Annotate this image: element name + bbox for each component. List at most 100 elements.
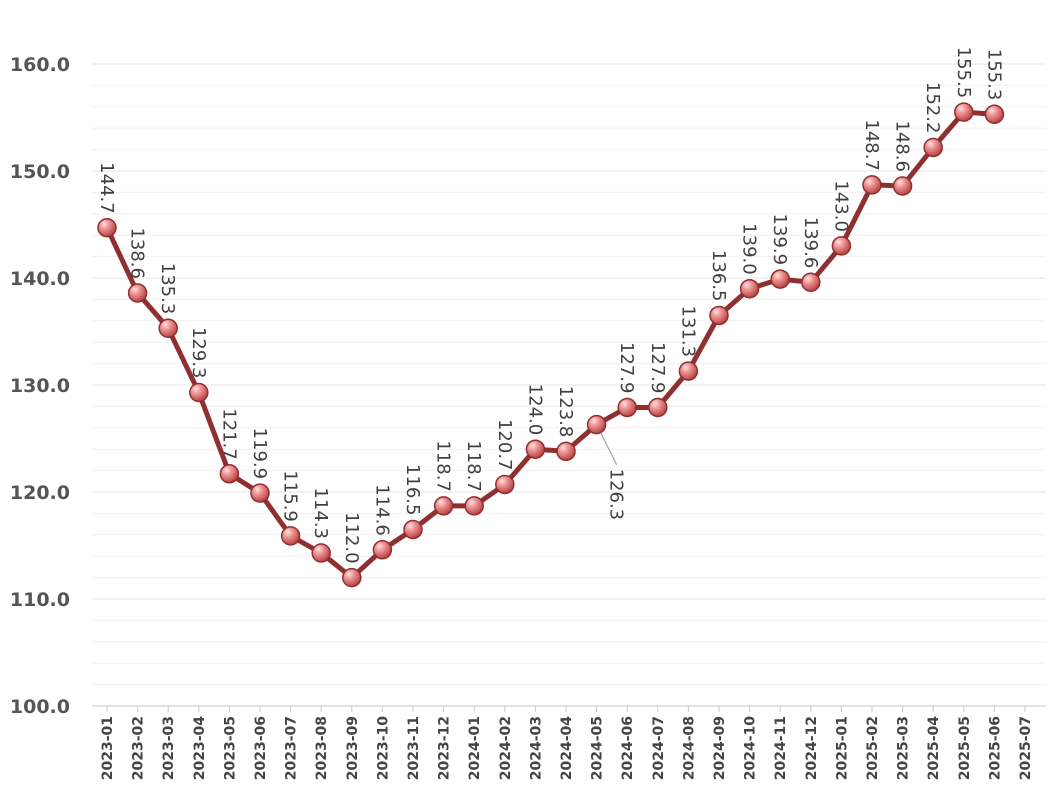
x-tick-label: 2024-10 (743, 716, 759, 781)
x-tick-label: 2024-11 (773, 716, 789, 780)
data-point (801, 272, 821, 293)
y-tick-label: 140.0 (10, 268, 70, 290)
data-point (250, 483, 270, 503)
data-point (739, 278, 760, 299)
data-point (892, 176, 913, 196)
x-tick-label: 2023-12 (437, 716, 453, 780)
data-label: 123.8 (555, 386, 576, 438)
data-point (158, 318, 178, 339)
data-point (464, 496, 484, 516)
x-tick-label: 2023-07 (284, 716, 300, 780)
data-point (433, 496, 454, 516)
x-tick-label: 2025-02 (865, 716, 881, 780)
markers (97, 102, 1005, 588)
data-label: 135.3 (157, 263, 178, 315)
data-point (923, 137, 943, 158)
data-point (831, 236, 852, 256)
x-tick-label: 2024-12 (804, 716, 820, 780)
x-tick-label: 2024-03 (528, 716, 544, 780)
x-tick-label: 2024-02 (498, 716, 514, 780)
x-tick-label: 2024-06 (620, 716, 636, 780)
x-tick-label: 2023-03 (161, 716, 177, 780)
x-tick-label: 2025-03 (896, 716, 912, 780)
data-label: 114.3 (310, 487, 331, 539)
data-point (678, 361, 699, 381)
x-tick-label: 2024-04 (559, 716, 575, 781)
x-tick-label: 2025-01 (834, 716, 850, 780)
x-tick-label: 2023-04 (192, 716, 208, 781)
data-label: 148.7 (861, 119, 882, 171)
data-point (862, 175, 882, 195)
data-point (403, 519, 423, 540)
data-point (586, 414, 607, 435)
data-point (770, 269, 790, 289)
x-tick-label: 2025-04 (926, 716, 942, 781)
data-point (127, 283, 148, 303)
y-tick-label: 130.0 (10, 375, 70, 397)
data-point (984, 104, 1005, 125)
data-point (342, 567, 362, 588)
leader-line (600, 432, 618, 465)
data-label: 136.5 (708, 250, 729, 302)
data-label: 139.9 (769, 214, 790, 266)
data-label: 126.3 (606, 469, 627, 521)
y-axis: 100.0 110.0 120.0 130.0 140.0 150.0 160.0 (10, 54, 70, 718)
data-label: 120.7 (494, 419, 515, 471)
x-tick-label: 2023-09 (345, 716, 361, 780)
data-label: 127.9 (647, 342, 668, 394)
data-label: 131.3 (677, 306, 698, 358)
x-tick-label: 2023-05 (222, 716, 238, 780)
x-tick-label: 2024-01 (467, 716, 483, 780)
y-tick-label: 160.0 (10, 54, 70, 76)
x-tick-label: 2023-08 (314, 716, 330, 780)
data-point (311, 543, 331, 563)
y-tick-label: 150.0 (10, 161, 70, 183)
data-point (280, 526, 301, 546)
data-label: 155.3 (983, 49, 1004, 101)
data-point (189, 382, 209, 403)
data-label: 152.2 (922, 82, 943, 134)
data-label: 118.7 (463, 440, 484, 492)
x-tick-label: 2025-07 (1018, 716, 1034, 780)
y-tick-label: 120.0 (10, 482, 70, 504)
data-point (617, 397, 637, 418)
x-tick-label: 2025-05 (957, 716, 973, 780)
series-line (104, 109, 997, 581)
x-tick-label: 2023-01 (100, 716, 116, 780)
data-label: 127.9 (616, 342, 637, 394)
data-label: 124.0 (524, 384, 545, 436)
series (104, 109, 997, 581)
x-tick-label: 2024-05 (590, 716, 606, 780)
data-point (954, 102, 974, 122)
data-point (709, 305, 729, 326)
data-label: 118.7 (433, 440, 454, 492)
data-point (97, 217, 117, 238)
data-label: 155.5 (953, 47, 974, 99)
data-label: 116.5 (402, 464, 423, 516)
data-label: 148.6 (892, 120, 913, 172)
y-tick-label: 100.0 (10, 696, 70, 718)
y-tick-label: 110.0 (10, 589, 70, 611)
data-label: 143.0 (830, 180, 851, 232)
data-point (372, 540, 393, 560)
data-label: 114.6 (371, 484, 392, 536)
data-label: 115.9 (280, 470, 301, 522)
x-tick-label: 2023-06 (253, 716, 269, 780)
data-point (648, 397, 668, 418)
x-axis: 2023-01 2023-02 2023-03 2023-04 2023-05 2023-… (100, 706, 1034, 780)
x-tick-label: 2023-11 (406, 716, 422, 780)
x-tick-label: 2024-07 (651, 716, 667, 780)
data-point (525, 439, 546, 459)
data-label: 139.6 (800, 217, 821, 269)
data-label: 144.7 (96, 162, 117, 214)
data-label: 138.6 (127, 227, 148, 279)
data-point (495, 474, 515, 495)
data-labels: 144.7 138.6 135.3 129.3 121.7 119.9 115.9 114.3… (96, 47, 1004, 564)
x-tick-label: 2025-06 (987, 716, 1003, 780)
x-tick-label: 2024-09 (712, 716, 728, 780)
x-tick-label: 2023-10 (375, 716, 391, 781)
x-tick-label: 2024-08 (681, 716, 697, 780)
data-label: 139.0 (739, 223, 760, 275)
data-point (556, 441, 576, 462)
